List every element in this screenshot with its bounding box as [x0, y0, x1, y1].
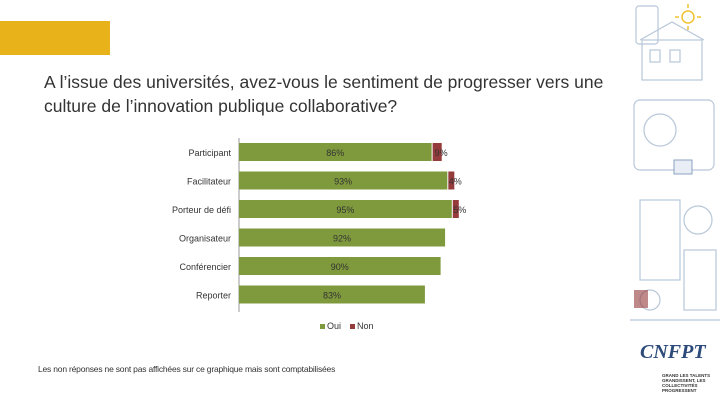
data-label-oui: 95%: [336, 205, 354, 215]
data-label-oui: 83%: [323, 291, 341, 301]
footnote: Les non réponses ne sont pas affichées s…: [38, 364, 336, 374]
legend-label-non: Non: [357, 321, 374, 331]
category-label: Facilitateur: [187, 177, 231, 187]
legend-swatch-oui: [320, 324, 325, 329]
bar-oui: [239, 143, 432, 161]
bar-oui: [239, 200, 452, 218]
page-title: A l’issue des universités, avez-vous le …: [44, 72, 604, 116]
category-label: Conférencier: [179, 262, 231, 272]
bar-oui: [239, 257, 441, 275]
legend-swatch-non: [350, 324, 355, 329]
category-label: Participant: [188, 148, 231, 158]
category-label: Porteur de défi: [172, 205, 231, 215]
bar-oui: [239, 285, 425, 304]
bar-non: [432, 143, 442, 161]
logo-tagline: GRAND LES TALENTS GRANDISSENT, LES COLLE…: [662, 373, 711, 393]
bar-non: [452, 200, 459, 218]
data-label-non: 4%: [449, 177, 462, 187]
bar-oui: [239, 228, 446, 247]
data-label-non: 5%: [453, 205, 466, 215]
data-label-oui: 92%: [333, 234, 351, 244]
accent-bar: [0, 21, 110, 55]
category-label: Reporter: [196, 291, 231, 301]
decorative-illustration: [630, 0, 720, 405]
data-label-oui: 90%: [331, 262, 349, 272]
bar-non: [448, 171, 455, 190]
sun-icon: [675, 4, 701, 30]
cnfpt-logo: CNFPT: [640, 341, 706, 363]
category-label: Organisateur: [179, 234, 231, 244]
data-label-non: 9%: [435, 148, 448, 158]
legend-label-oui: Oui: [327, 321, 341, 331]
bar-oui: [239, 171, 448, 190]
stacked-bar-chart: Participant 86% 9% Facilitateur 93% 4% Porteur…: [172, 138, 466, 331]
data-label-oui: 93%: [334, 177, 352, 187]
data-label-oui: 86%: [326, 148, 344, 158]
